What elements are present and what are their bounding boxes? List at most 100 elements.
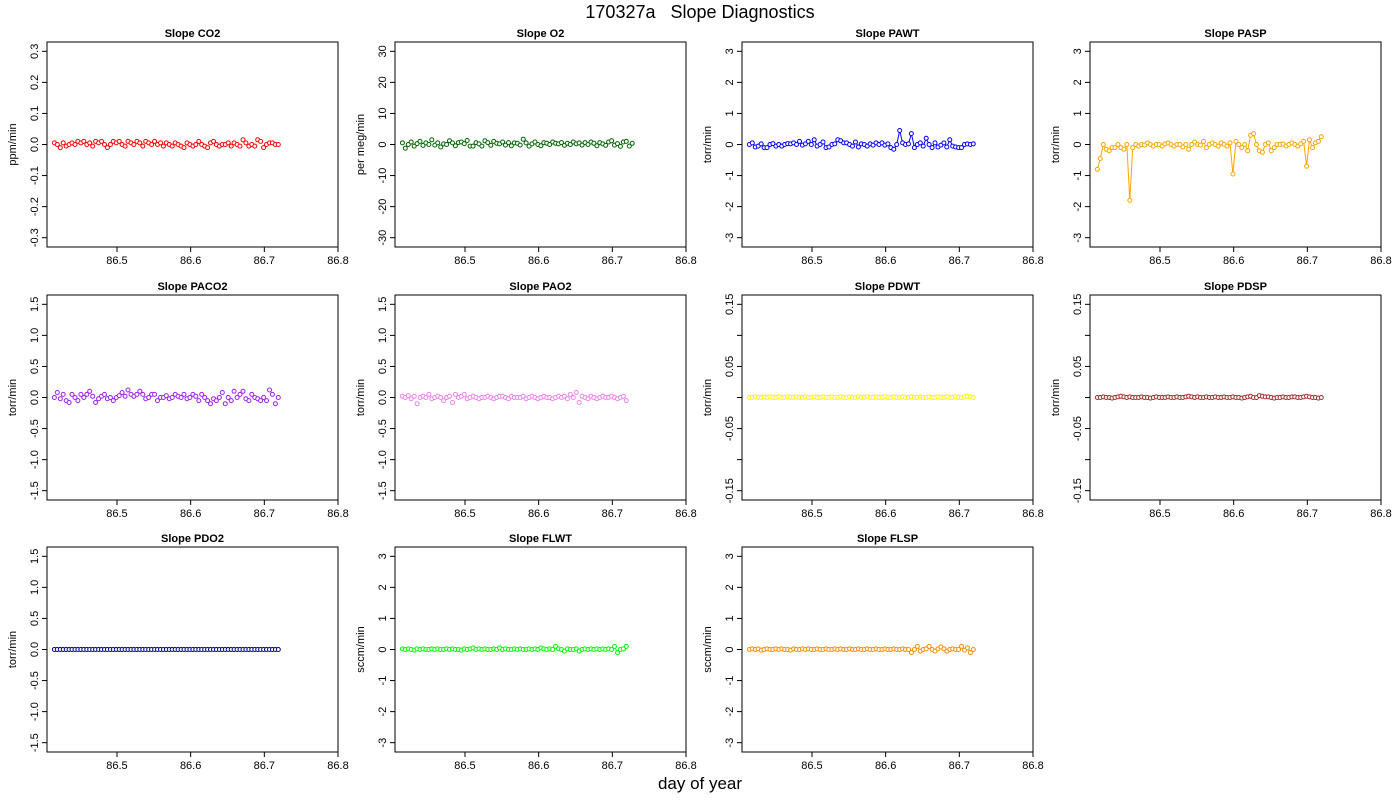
y-tick-label: 2 xyxy=(724,584,736,590)
y-tick-label: 0.1 xyxy=(29,106,41,121)
data-point xyxy=(1183,142,1189,147)
y-axis-label: torr/min xyxy=(702,126,714,163)
y-tick-label: -2 xyxy=(724,202,736,212)
x-tick-label: 86.8 xyxy=(1022,760,1043,772)
x-tick-label: 86.5 xyxy=(106,255,127,267)
data-point xyxy=(1245,148,1251,154)
panel-title: Slope PDSP xyxy=(1204,281,1267,293)
data-point xyxy=(429,137,435,143)
data-point xyxy=(1130,145,1136,151)
y-tick-label: 3 xyxy=(1072,48,1084,54)
data-point xyxy=(508,143,514,149)
panel-slope-flsp: Slope FLSP 86.5 86.6 86.7 86.8 -3 -2 -1 0 1 2 3 sccm… xyxy=(702,533,1044,772)
y-tick-label: 0.5 xyxy=(377,359,389,374)
x-tick-label: 86.5 xyxy=(1149,255,1170,267)
data-point xyxy=(1268,148,1274,154)
data-point xyxy=(104,145,110,151)
x-tick-label: 86.7 xyxy=(1297,255,1318,267)
data-point xyxy=(623,643,629,649)
data-point xyxy=(140,143,146,149)
data-point xyxy=(269,391,275,397)
y-tick-label: 10 xyxy=(377,107,389,119)
data-point xyxy=(72,395,78,400)
data-point xyxy=(414,401,420,407)
y-axis-label: sccm/min xyxy=(702,626,714,672)
y-tick-label: 1.5 xyxy=(29,549,41,564)
data-point xyxy=(906,141,911,147)
y-axis-label: torr/min xyxy=(1050,379,1062,416)
x-tick-label: 86.7 xyxy=(949,508,970,520)
data-point xyxy=(559,140,564,146)
panel-title: Slope PDO2 xyxy=(161,533,224,545)
data-point xyxy=(444,142,450,147)
data-point xyxy=(408,139,414,145)
panel-title: Slope PASP xyxy=(1204,28,1266,40)
data-point xyxy=(225,395,231,400)
panel-slope-pawt: Slope PAWT 86.5 86.6 86.7 86.8 -3 -2 -1 0 1 2 3 torr… xyxy=(702,28,1044,267)
y-tick-label: 1.5 xyxy=(377,297,389,312)
data-point xyxy=(426,391,432,397)
x-tick-label: 86.6 xyxy=(180,760,201,772)
y-tick-label: 0 xyxy=(724,646,736,652)
x-tick-label: 86.8 xyxy=(1022,255,1043,267)
y-tick-label: -2 xyxy=(1072,202,1084,212)
x-tick-label: 86.8 xyxy=(327,508,348,520)
data-point xyxy=(252,143,258,149)
data-point xyxy=(399,140,405,146)
data-point xyxy=(906,647,911,652)
data-point xyxy=(228,143,234,149)
data-point xyxy=(967,650,973,656)
data-point xyxy=(275,647,281,652)
x-tick-label: 86.6 xyxy=(528,760,549,772)
data-point xyxy=(116,393,122,399)
data-point xyxy=(1198,142,1203,148)
data-point xyxy=(923,135,929,141)
data-point xyxy=(764,145,770,151)
data-point xyxy=(573,390,579,395)
y-tick-label: -1.0 xyxy=(377,450,389,469)
data-point xyxy=(405,393,411,399)
data-point xyxy=(894,142,900,147)
y-tick-label: 0.5 xyxy=(29,611,41,626)
data-point xyxy=(60,391,66,397)
x-tick-label: 86.6 xyxy=(180,255,201,267)
x-tick-label: 86.5 xyxy=(454,255,475,267)
data-point xyxy=(1318,134,1324,140)
data-point xyxy=(1301,138,1307,144)
data-point xyxy=(438,395,444,400)
x-tick-label: 86.7 xyxy=(1297,508,1318,520)
y-tick-label: 1 xyxy=(1072,110,1084,116)
x-tick-label: 86.6 xyxy=(528,255,549,267)
data-point xyxy=(609,647,615,652)
y-tick-label: -1 xyxy=(724,676,736,686)
data-point xyxy=(970,141,976,147)
data-point xyxy=(155,398,160,404)
data-point xyxy=(920,143,926,149)
y-tick-label: 0.0 xyxy=(29,642,41,657)
data-point xyxy=(275,142,281,147)
x-tick-label: 86.6 xyxy=(875,255,896,267)
panel-title: Slope PDWT xyxy=(855,281,921,293)
y-tick-label: -1.5 xyxy=(29,481,41,500)
data-point xyxy=(78,391,84,397)
x-tick-label: 86.7 xyxy=(254,255,275,267)
data-point xyxy=(629,140,635,146)
panel-slope-co2: Slope CO2 86.5 86.6 86.7 86.8 -0.3 -0.2 -0.1 0.0… xyxy=(7,28,349,267)
data-point xyxy=(1215,143,1221,149)
x-tick-label: 86.7 xyxy=(254,508,275,520)
data-point xyxy=(1233,138,1239,144)
data-point xyxy=(1112,145,1118,151)
x-tick-label: 86.6 xyxy=(1223,508,1244,520)
x-tick-label: 86.6 xyxy=(875,508,896,520)
data-point xyxy=(272,401,278,407)
data-point xyxy=(603,142,609,148)
data-point xyxy=(538,143,544,149)
panel-title: Slope PAWT xyxy=(856,28,920,40)
data-point xyxy=(423,395,429,400)
x-tick-label: 86.7 xyxy=(602,255,623,267)
y-tick-label: 0 xyxy=(377,141,389,147)
data-point xyxy=(417,138,423,144)
data-point xyxy=(149,142,155,147)
y-tick-label: 30 xyxy=(377,45,389,57)
